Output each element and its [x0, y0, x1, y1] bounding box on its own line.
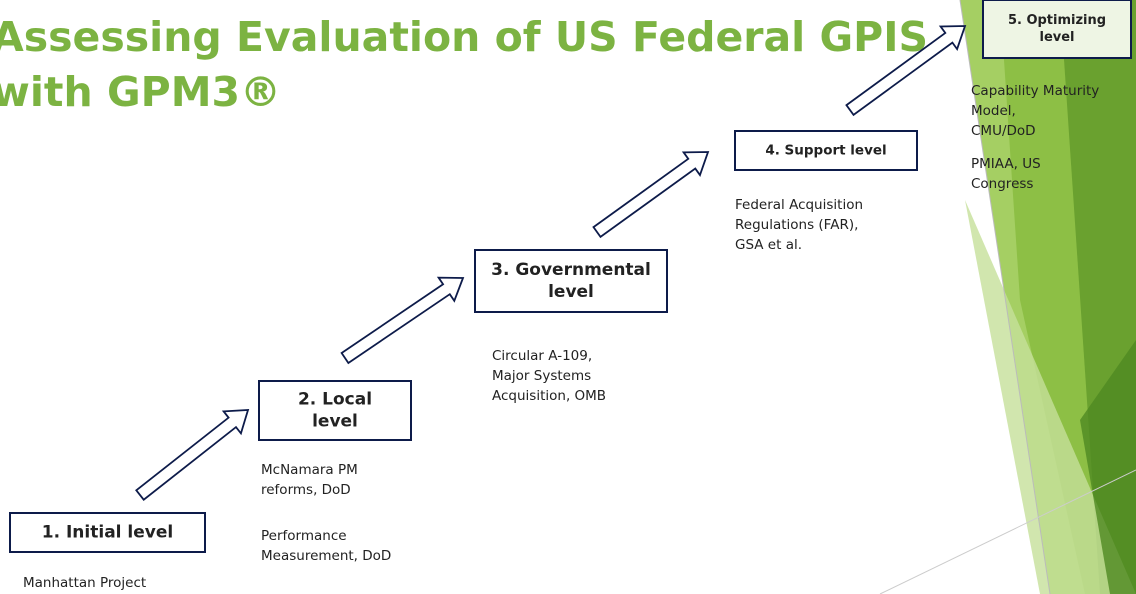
- level-label: 1. Initial level: [42, 523, 173, 543]
- level-note: Performance: [261, 528, 347, 544]
- level-note: CMU/DoD: [971, 123, 1036, 139]
- level-note: Federal Acquisition: [735, 197, 863, 213]
- level-note: GSA et al.: [735, 237, 802, 253]
- level-label: level: [1039, 30, 1074, 45]
- level-label: 4. Support level: [765, 143, 886, 159]
- level-note: McNamara PM: [261, 462, 358, 478]
- level-label: 3. Governmental: [491, 260, 651, 280]
- level-box: [474, 249, 668, 313]
- arrow: [592, 151, 710, 239]
- level-note: Regulations (FAR),: [735, 217, 858, 233]
- level-note: Acquisition, OMB: [492, 388, 606, 404]
- level-note: Circular A-109,: [492, 348, 592, 364]
- level-note: Capability Maturity: [971, 83, 1099, 99]
- level-label: level: [312, 412, 358, 432]
- level-note: PMIAA, US: [971, 156, 1041, 172]
- level-label: 5. Optimizing: [1008, 13, 1106, 28]
- level-box: [982, 0, 1132, 59]
- arrow: [135, 409, 250, 501]
- level-note: Model,: [971, 103, 1016, 119]
- level-note: Major Systems: [492, 368, 591, 384]
- level-box: [9, 512, 206, 553]
- level-note: reforms, DoD: [261, 482, 351, 498]
- decoration: [879, 0, 1136, 594]
- level-label: 2. Local: [298, 389, 372, 409]
- level-box: [734, 130, 918, 171]
- level-note: Measurement, DoD: [261, 548, 391, 564]
- level-note: Congress: [971, 176, 1033, 192]
- arrow: [340, 276, 465, 365]
- level-label: level: [548, 282, 594, 302]
- title: with GPM3®: [0, 68, 281, 116]
- title: Assessing Evaluation of US Federal GPIS: [0, 13, 928, 61]
- level-box: [258, 380, 412, 441]
- level-note: Manhattan Project: [23, 575, 146, 591]
- arrow: [845, 25, 967, 117]
